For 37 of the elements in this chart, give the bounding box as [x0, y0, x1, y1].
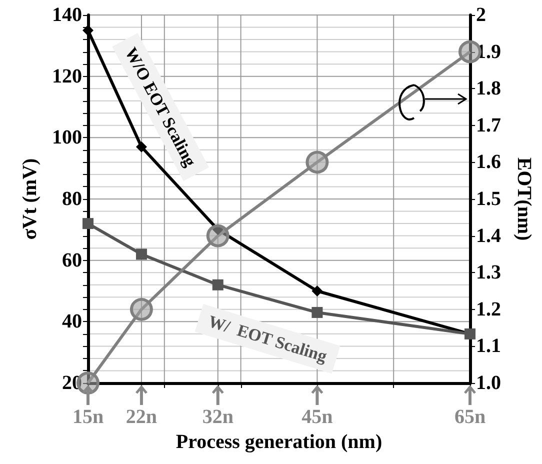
- x-tick-label: 22n: [126, 406, 158, 428]
- y2-tick-label: 1.0: [476, 372, 501, 394]
- point: [212, 279, 224, 290]
- y2-tick-label: 1.4: [476, 224, 501, 247]
- y2-axis-title: EOT(nm): [513, 157, 535, 241]
- x-axis-title: Process generation (nm): [176, 430, 382, 453]
- point: [130, 298, 153, 321]
- point: [82, 218, 94, 230]
- y-tick-label: 100: [52, 126, 82, 149]
- point: [458, 40, 482, 64]
- point: [312, 286, 323, 296]
- y-tick-label: 40: [62, 310, 82, 333]
- y-tick-label: 140: [52, 4, 82, 26]
- y2-tick-label: 1.6: [476, 151, 501, 174]
- y2-tick-label: 1.8: [476, 78, 501, 100]
- y2-tick-label: 1.7: [476, 114, 501, 136]
- y2-tick-label: 1.1: [476, 335, 501, 358]
- y2-tick-label: 1.5: [476, 188, 501, 210]
- x-tick-label: 65n: [454, 406, 486, 428]
- point: [212, 224, 224, 236]
- point: [136, 141, 147, 152]
- y-tick-label: 60: [62, 249, 82, 272]
- x-tick-label: 15n: [72, 406, 104, 428]
- point: [82, 24, 94, 36]
- y2-tick-label: 1.3: [476, 262, 501, 284]
- point: [306, 150, 329, 174]
- y-tick-label: 120: [52, 65, 82, 88]
- point: [312, 306, 323, 318]
- y-tick-label: 80: [62, 188, 82, 210]
- text: W/ EOT Scaling: [206, 312, 330, 366]
- y2-tick-label: 2: [476, 4, 486, 26]
- y-axis-title: σVt (mV): [19, 158, 41, 240]
- x-tick-label: 45n: [302, 406, 333, 428]
- x-tick-label: 32n: [202, 406, 234, 428]
- point: [136, 248, 147, 260]
- y2-tick-label: 1.2: [476, 298, 501, 320]
- point: [206, 224, 230, 248]
